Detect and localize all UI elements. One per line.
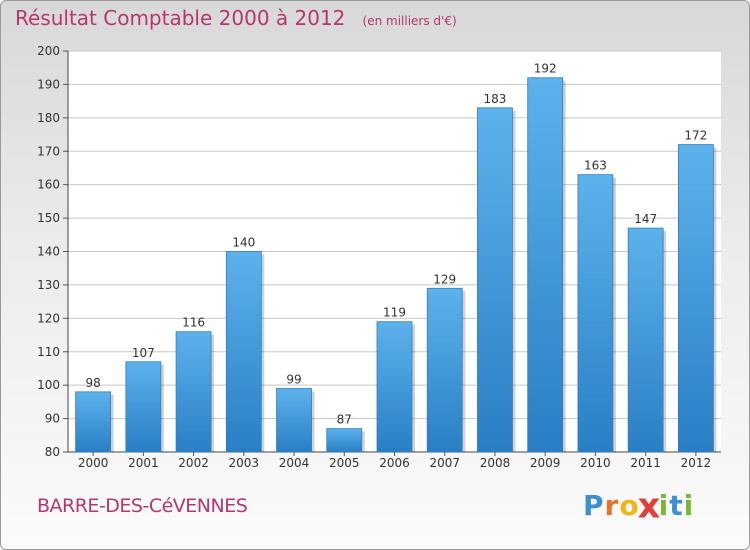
bar-2011[interactable] (627, 227, 664, 453)
x-tick-label: 2008 (480, 456, 511, 470)
value-label: 172 (684, 129, 707, 143)
y-tick-label: 120 (37, 311, 60, 325)
x-tick-label: 2010 (580, 456, 611, 470)
x-tick-label: 2004 (279, 456, 310, 470)
x-tick-label: 2009 (530, 456, 561, 470)
bar-2012[interactable] (677, 144, 714, 453)
bar-2005[interactable] (326, 428, 363, 453)
value-label: 87 (337, 413, 352, 427)
value-label: 98 (85, 376, 100, 390)
x-tick-label: 2011 (630, 456, 661, 470)
logo-letter: t (669, 489, 684, 522)
bar-2007[interactable] (426, 287, 463, 453)
x-tick-label: 2002 (178, 456, 209, 470)
value-label: 163 (584, 159, 607, 173)
x-tick-label: 2003 (229, 456, 260, 470)
x-tick-label: 2005 (329, 456, 360, 470)
chart-subtitle: (en milliers d'€) (362, 14, 457, 28)
y-tick-label: 150 (37, 211, 60, 225)
bar-2003[interactable] (225, 251, 262, 453)
y-tick-label: 160 (37, 178, 60, 192)
bar-2008[interactable] (477, 107, 513, 453)
bar-2000[interactable] (75, 391, 112, 453)
value-label: 192 (534, 62, 557, 76)
x-tick-label: 2001 (128, 456, 159, 470)
logo-letter: x (637, 484, 662, 527)
x-tick-label: 2000 (78, 456, 109, 470)
value-label: 116 (182, 316, 205, 330)
y-tick-label: 110 (37, 345, 60, 359)
logo-letter: r (604, 489, 620, 522)
value-label: 129 (433, 272, 456, 286)
value-label: 99 (286, 373, 301, 387)
value-label: 107 (132, 346, 155, 360)
bar-2002[interactable] (175, 331, 212, 453)
logo-letter: i (658, 489, 670, 522)
x-tick-label: 2007 (429, 456, 460, 470)
bar-2001[interactable] (125, 361, 162, 453)
y-tick-label: 130 (37, 278, 60, 292)
y-tick-label: 80 (45, 445, 60, 459)
bar-2006[interactable] (376, 321, 413, 453)
y-tick-label: 170 (37, 144, 60, 158)
bar-2004[interactable] (276, 388, 312, 453)
logo-letter: o (619, 489, 640, 522)
proxiti-logo[interactable]: Proxiti (583, 485, 695, 526)
y-tick-label: 100 (37, 378, 60, 392)
value-label: 140 (232, 236, 255, 250)
y-tick-label: 140 (37, 245, 60, 259)
value-label: 147 (634, 212, 657, 226)
commune-name: BARRE-DES-CéVENNES (37, 495, 248, 517)
chart-title: Résultat Comptable 2000 à 2012 (15, 6, 346, 30)
y-tick-label: 90 (45, 412, 60, 426)
value-label: 119 (383, 306, 406, 320)
x-tick-label: 2012 (681, 456, 712, 470)
title-row: Résultat Comptable 2000 à 2012 (en milli… (15, 6, 457, 30)
y-tick-label: 200 (37, 44, 60, 58)
x-tick-label: 2006 (379, 456, 410, 470)
logo-letter: i (683, 489, 695, 522)
logo-letter: P (583, 489, 605, 522)
y-tick-label: 180 (37, 111, 60, 125)
bar-2010[interactable] (577, 174, 614, 453)
y-tick-label: 190 (37, 77, 60, 91)
bar-2009[interactable] (527, 77, 564, 453)
value-label: 183 (484, 92, 507, 106)
